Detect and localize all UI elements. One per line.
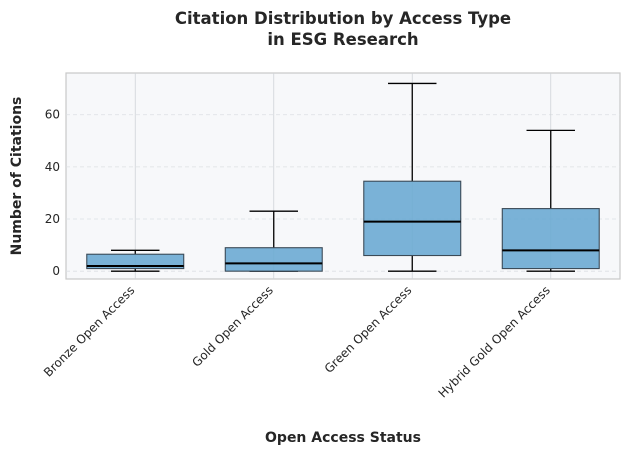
x-tick-label-3: Hybrid Gold Open Access xyxy=(436,283,553,400)
x-tick-label-2: Green Open Access xyxy=(322,283,415,376)
y-tick-label-0: 0 xyxy=(52,264,60,278)
boxplot-3 xyxy=(501,129,600,272)
box-iqr xyxy=(363,180,462,257)
y-tick-label-20: 20 xyxy=(45,212,60,226)
x-axis-label: Open Access Status xyxy=(265,430,421,446)
y-tick-label-40: 40 xyxy=(45,160,60,174)
x-tick-label-1: Gold Open Access xyxy=(189,283,276,370)
box-iqr xyxy=(224,247,323,272)
box-iqr xyxy=(501,208,600,270)
x-axis-ticks: Bronze Open Access Gold Open Access Green … xyxy=(41,283,553,400)
chart-title-line-1: Citation Distribution by Access Type xyxy=(175,9,511,28)
boxplots xyxy=(86,82,600,272)
boxplot-0 xyxy=(86,249,185,272)
x-tick-label-0: Bronze Open Access xyxy=(41,283,137,379)
y-tick-label-60: 60 xyxy=(45,108,60,122)
boxplot-1 xyxy=(224,210,323,272)
y-axis-ticks: 0 20 40 60 xyxy=(45,108,60,278)
boxplot-2 xyxy=(363,82,462,272)
y-axis-label: Number of Citations xyxy=(9,97,25,256)
chart-title-line-2: in ESG Research xyxy=(267,30,418,49)
